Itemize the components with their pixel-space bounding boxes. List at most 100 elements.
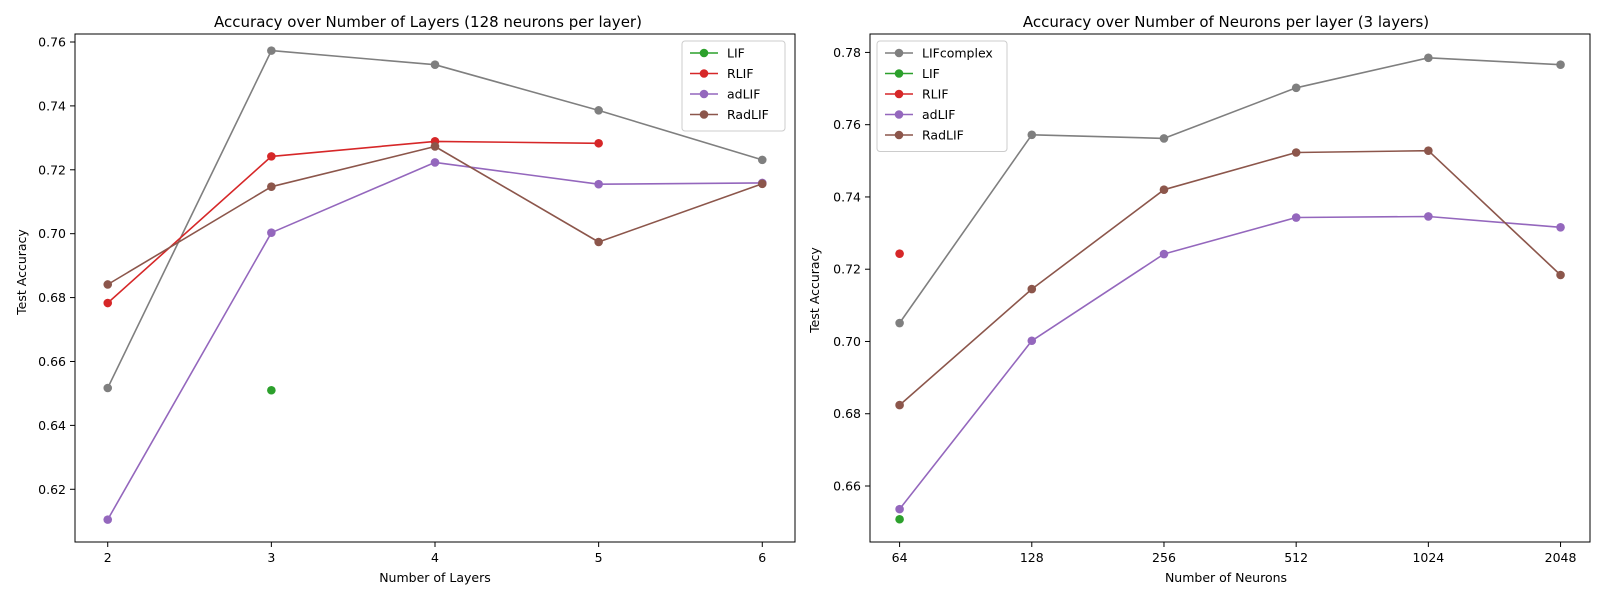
x-tick-label: 512 [1284,550,1308,565]
legend: LIFcomplex LIF RLIF adLIF RadLIF [876,40,1008,152]
layers-chart: Accuracy over Number of Layers (128 neur… [14,13,796,585]
legend-label-adlif: adLIF [922,107,955,122]
legend-marker-radlif [894,130,904,140]
series-line-lifcomplex [898,56,1561,324]
legend-box [681,40,786,132]
data-point-radlif [594,237,603,247]
data-point-rlif [895,249,904,258]
y-tick-label: 0.66 [833,478,861,493]
data-point-lifcomplex [1027,130,1037,140]
y-tick-label: 0.68 [833,406,861,421]
x-axis-label: Number of Layers [379,570,491,585]
data-point-adlif [267,228,276,238]
data-point-adlif [103,515,113,524]
data-point-adlif [594,179,603,189]
data-point-adlif [1159,249,1169,259]
chart-title: Accuracy over Number of Neurons per laye… [1023,13,1429,31]
data-point-lifcomplex [1424,53,1433,63]
data-point-lifcomplex [1159,134,1169,143]
data-point-lif [895,514,904,524]
legend-marker-rlif [894,89,904,99]
x-tick-label: 256 [1152,550,1176,565]
data-point-radlif [103,280,113,289]
data-point-radlif [1159,185,1169,195]
x-tick-label: 64 [892,550,908,565]
legend-box [876,40,1008,152]
data-point-radlif [1424,146,1433,156]
data-point-radlif [267,182,276,192]
data-point-series-0 [757,155,767,165]
data-point-adlif [1556,223,1565,232]
data-point-radlif [1556,270,1565,280]
x-tick-label: 3 [267,550,275,565]
y-axis-label: Test Accuracy [14,229,29,316]
x-tick-label: 6 [758,550,766,565]
legend-label-rlif: RLIF [727,66,754,81]
y-tick-label: 0.70 [833,334,861,349]
data-point-adlif [1291,213,1301,222]
legend-label-lif: LIF [922,66,940,81]
y-axis-label: Test Accuracy [807,247,822,334]
legend: LIF RLIF adLIF RadLIF [681,40,786,132]
legend-marker-radlif [699,110,709,119]
y-tick-label: 0.74 [38,98,66,113]
axes-frame [869,33,1591,543]
data-point-radlif [1027,284,1037,294]
y-tick-label: 0.76 [833,117,861,132]
x-tick-label: 4 [431,550,439,565]
series-line-rlif [107,140,599,304]
data-point-adlif [1424,212,1433,221]
data-point-lifcomplex [1291,83,1301,93]
x-axis-label: Number of Neurons [1165,570,1287,585]
y-tick-label: 0.72 [38,162,66,177]
data-point-rlif [594,138,603,148]
data-point-adlif [430,158,440,167]
y-tick-label: 0.66 [38,354,66,369]
y-tick-label: 0.70 [38,226,66,241]
data-point-lifcomplex [895,318,904,328]
data-point-rlif [267,152,276,161]
legend-marker-lif [699,48,709,58]
y-tick-label: 0.62 [38,482,66,497]
series-line-adlif [898,215,1561,510]
data-point-adlif [895,504,904,514]
data-point-radlif [895,400,904,410]
data-point-series-0 [103,383,113,393]
data-point-adlif [1027,336,1037,346]
legend-marker-lifcomplex [894,48,904,58]
neurons-chart: Accuracy over Number of Neurons per laye… [807,13,1591,585]
legend-label-adlif: adLIF [727,87,760,102]
series-line-radlif [899,149,1562,406]
y-tick-label: 0.72 [833,262,861,277]
x-tick-label: 2 [104,550,112,565]
legend-label-radlif: RadLIF [922,128,964,143]
data-point-radlif [757,179,767,189]
legend-label-lif: LIF [727,46,745,61]
x-tick-label: 1024 [1412,550,1444,565]
legend-label-lifcomplex: LIFcomplex [922,46,993,61]
data-point-series-0 [267,46,276,55]
legend-marker-adlif [894,110,904,119]
data-point-series-0 [430,60,440,69]
y-tick-label: 0.76 [38,34,66,49]
legend-label-rlif: RLIF [922,87,949,102]
y-tick-label: 0.78 [833,45,861,60]
x-tick-label: 2048 [1545,550,1577,565]
y-tick-label: 0.74 [833,189,861,204]
y-tick-label: 0.68 [38,290,66,305]
legend-marker-lif [894,69,904,78]
data-point-rlif [103,298,113,308]
x-tick-label: 5 [595,550,603,565]
data-point-lif [267,385,276,395]
legend-marker-adlif [699,89,709,99]
legend-label-radlif: RadLIF [727,107,769,122]
legend-marker-rlif [699,69,709,78]
data-point-lifcomplex [1556,60,1565,70]
data-point-radlif [430,142,440,151]
data-point-radlif [1291,148,1301,157]
y-tick-label: 0.64 [38,418,66,433]
chart-title: Accuracy over Number of Layers (128 neur… [214,13,642,31]
data-point-series-0 [594,106,603,115]
x-tick-label: 128 [1020,550,1044,565]
